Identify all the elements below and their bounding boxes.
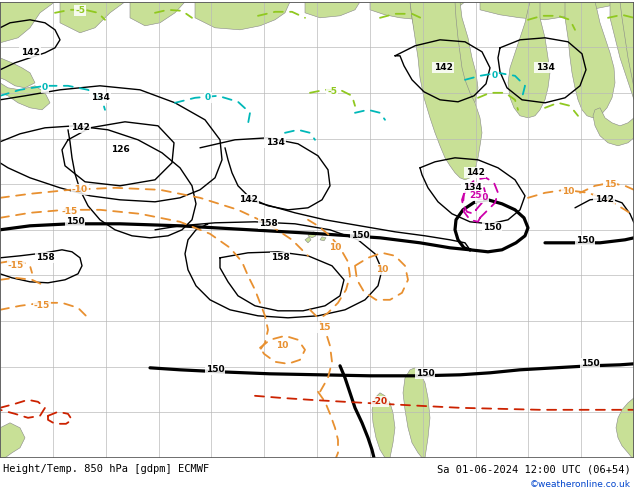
Text: Sa 01-06-2024 12:00 UTC (06+54): Sa 01-06-2024 12:00 UTC (06+54) bbox=[437, 465, 631, 474]
Text: 20: 20 bbox=[476, 194, 488, 202]
Text: 142: 142 bbox=[434, 63, 453, 73]
Text: -15: -15 bbox=[62, 207, 78, 216]
Text: 142: 142 bbox=[20, 49, 39, 57]
Text: -10: -10 bbox=[72, 185, 88, 195]
Text: 150: 150 bbox=[576, 236, 594, 245]
Text: 150: 150 bbox=[416, 369, 434, 378]
Text: 142: 142 bbox=[465, 168, 484, 177]
Text: 0: 0 bbox=[492, 72, 498, 80]
Text: -15: -15 bbox=[8, 261, 24, 270]
Text: 134: 134 bbox=[266, 138, 285, 147]
Text: Height/Temp. 850 hPa [gdpm] ECMWF: Height/Temp. 850 hPa [gdpm] ECMWF bbox=[3, 465, 209, 474]
Text: 150: 150 bbox=[351, 231, 370, 240]
Text: ©weatheronline.co.uk: ©weatheronline.co.uk bbox=[530, 480, 631, 489]
Text: 158: 158 bbox=[259, 220, 278, 228]
Text: 158: 158 bbox=[271, 253, 289, 262]
Text: 150: 150 bbox=[205, 366, 224, 374]
Text: -15: -15 bbox=[34, 301, 50, 310]
Text: 10: 10 bbox=[562, 187, 574, 196]
Text: 142: 142 bbox=[595, 196, 614, 204]
Text: 10: 10 bbox=[276, 342, 288, 350]
Text: 0: 0 bbox=[42, 83, 48, 92]
Text: 10: 10 bbox=[376, 265, 388, 274]
Text: 25: 25 bbox=[470, 191, 482, 200]
Text: 0: 0 bbox=[205, 93, 211, 102]
Text: -20: -20 bbox=[372, 397, 388, 406]
Text: 142: 142 bbox=[70, 123, 89, 132]
Text: -5: -5 bbox=[327, 87, 337, 97]
Text: 150: 150 bbox=[482, 223, 501, 232]
Text: 134: 134 bbox=[91, 93, 110, 102]
Text: 126: 126 bbox=[110, 146, 129, 154]
Text: 15: 15 bbox=[318, 323, 330, 332]
Text: 15: 15 bbox=[604, 180, 616, 189]
Text: 134: 134 bbox=[536, 63, 555, 73]
Text: -5: -5 bbox=[75, 6, 85, 15]
Text: 134: 134 bbox=[463, 183, 481, 192]
Text: 10: 10 bbox=[329, 244, 341, 252]
Text: 150: 150 bbox=[66, 217, 84, 226]
Text: 158: 158 bbox=[36, 253, 55, 262]
Text: 142: 142 bbox=[238, 196, 257, 204]
Text: 150: 150 bbox=[581, 359, 599, 368]
